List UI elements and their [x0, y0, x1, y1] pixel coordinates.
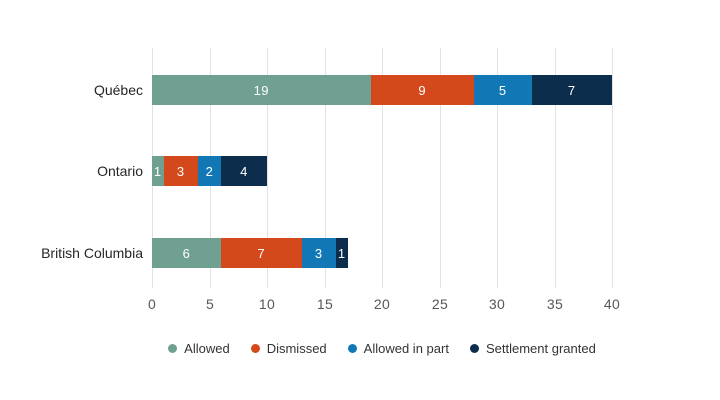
gridline-x-15	[325, 48, 326, 288]
legend-label: Dismissed	[266, 341, 327, 356]
bar-value-label: 3	[314, 245, 323, 261]
category-label-qu-bec: Québec	[93, 82, 143, 98]
gridline-x-10	[267, 48, 268, 288]
bar-value-label: 6	[182, 245, 191, 261]
x-tick-label: 25	[431, 296, 449, 312]
bar-value-label: 2	[205, 163, 214, 179]
bar-value-label: 1	[153, 163, 162, 179]
legend-dot-icon	[469, 344, 479, 353]
bar-value-label: 3	[176, 163, 185, 179]
bar-segment-british-columbia-allowed-in-part: 3	[301, 238, 336, 268]
legend: Allowed Dismissed Allowed in part Settlemen…	[152, 341, 612, 356]
gridline-x-40	[612, 48, 613, 288]
x-tick-label: 0	[147, 296, 157, 312]
bar-value-label: 7	[257, 245, 266, 261]
bar-segment-ontario-allowed: 1	[152, 156, 164, 186]
bar-segment-qu-bec-allowed-in-part: 5	[474, 75, 532, 105]
bar-segment-qu-bec-allowed: 19	[152, 75, 371, 105]
legend-item-dismissed: Dismissed	[250, 341, 327, 356]
gridline-x-35	[555, 48, 556, 288]
legend-item-settlement-granted: Settlement granted	[469, 341, 596, 356]
bar-segment-british-columbia-settlement-granted: 1	[336, 238, 348, 268]
bar-segment-british-columbia-dismissed: 7	[221, 238, 302, 268]
gridline-x-25	[440, 48, 441, 288]
x-tick-label: 40	[603, 296, 621, 312]
bar-segment-ontario-settlement-granted: 4	[221, 156, 267, 186]
legend-dot-icon	[347, 344, 357, 353]
legend-dot-icon	[250, 344, 260, 353]
legend-item-allowed: Allowed	[168, 341, 230, 356]
bar-value-label: 5	[498, 82, 507, 98]
x-tick-label: 15	[316, 296, 334, 312]
bar-value-label: 19	[253, 82, 269, 98]
bar-segment-ontario-dismissed: 3	[163, 156, 198, 186]
bar-segment-ontario-allowed-in-part: 2	[198, 156, 221, 186]
bar-segment-qu-bec-dismissed: 9	[370, 75, 474, 105]
bar-value-label: 4	[240, 163, 248, 179]
legend-label: Allowed	[184, 341, 230, 356]
legend-label: Allowed in part	[363, 341, 449, 356]
category-label-ontario: Ontario	[97, 163, 143, 179]
bar-segment-qu-bec-settlement-granted: 7	[531, 75, 612, 105]
x-tick-label: 10	[258, 296, 276, 312]
legend-dot-icon	[168, 344, 178, 353]
x-tick-label: 30	[488, 296, 506, 312]
gridline-x-30	[497, 48, 498, 288]
category-label-british-columbia: British Columbia	[41, 245, 143, 261]
legend-label: Settlement granted	[485, 341, 596, 356]
bar-value-label: 7	[567, 82, 576, 98]
bar-value-label: 9	[418, 82, 427, 98]
bar-segment-british-columbia-allowed: 6	[152, 238, 221, 268]
x-tick-label: 5	[205, 296, 215, 312]
x-tick-label: 20	[373, 296, 391, 312]
gridline-x-20	[382, 48, 383, 288]
bar-value-label: 1	[337, 245, 346, 261]
x-tick-label: 35	[546, 296, 564, 312]
legend-item-allowed-in-part: Allowed in part	[347, 341, 449, 356]
